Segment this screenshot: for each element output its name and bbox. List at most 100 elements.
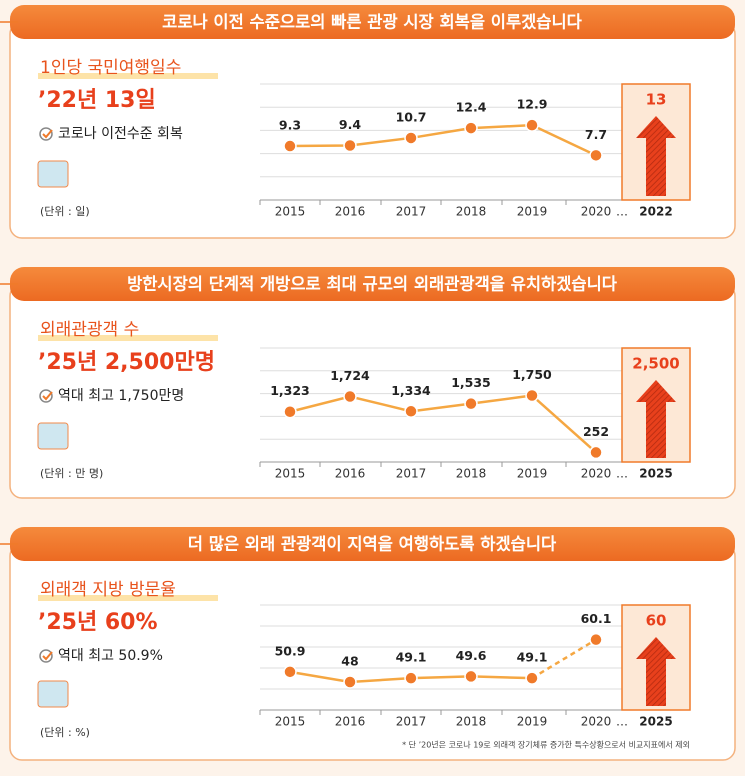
check-mark (42, 651, 53, 661)
gap-label: … (616, 205, 628, 219)
x-tick-label: 2019 (517, 205, 548, 219)
value-label: 9.3 (279, 118, 301, 133)
series-line (289, 123, 597, 157)
point (404, 671, 418, 685)
x-tick-label: 2016 (335, 715, 366, 729)
banner-title: 코로나 이전 수준으로의 빠른 관광 시장 회복을 이루겠습니다 (162, 13, 583, 32)
subtitle-highlight (38, 595, 218, 601)
point (525, 118, 539, 132)
value-label: 1,750 (512, 367, 552, 382)
note: 코로나 이전수준 회복 (58, 126, 183, 142)
value-label: 9.4 (339, 117, 361, 132)
x-tick-label: 2016 (335, 467, 366, 481)
unit-label: (단위 : 일) (40, 204, 90, 218)
icon (37, 680, 69, 708)
target-arrow (636, 637, 676, 706)
x-tick-label: 2018 (456, 205, 487, 219)
x-tick-label: 2018 (456, 715, 487, 729)
point (283, 139, 297, 153)
subtitle-highlight (38, 73, 218, 79)
subtitle: 1인당 국민여행일수 (40, 58, 181, 78)
banner (10, 267, 735, 301)
point (283, 404, 297, 419)
value-label: 12.9 (517, 97, 548, 112)
value-label: 12.4 (456, 100, 487, 115)
x-tick-label: 2016 (335, 205, 366, 219)
check-mark (42, 391, 53, 401)
value-label: 1,535 (451, 375, 491, 390)
point (404, 131, 418, 145)
banner (10, 527, 735, 561)
target-arrow (636, 380, 676, 458)
check-icon (39, 389, 53, 403)
series-line (531, 638, 597, 680)
check-mark (42, 129, 53, 139)
check-icon (39, 649, 53, 663)
x-tick-label: 2020 (581, 715, 612, 729)
x-tick-label: 2017 (396, 467, 427, 481)
value-label: 1,323 (270, 383, 310, 398)
point (464, 669, 478, 684)
headline: ’22년 13일 (38, 88, 156, 113)
value-label: 60.1 (581, 611, 612, 626)
point (343, 389, 357, 404)
point (343, 138, 357, 153)
point (464, 121, 478, 135)
x-tick-label: 2017 (396, 715, 427, 729)
x-tick-label: 2020 (581, 205, 612, 219)
point (589, 148, 603, 163)
check-icon (39, 127, 53, 141)
x-tick-label: 2019 (517, 467, 548, 481)
target-label: 2,500 (632, 355, 679, 373)
point (283, 665, 297, 679)
target-category: 2025 (639, 715, 672, 729)
note: 역대 최고 1,750만명 (58, 388, 184, 404)
point (464, 396, 478, 411)
headline: ’25년 2,500만명 (38, 350, 215, 375)
unit-label: (단위 : %) (40, 726, 90, 739)
banner-title: 더 많은 외래 관광객이 지역을 여행하도록 하겠습니다 (188, 534, 557, 554)
target-label: 60 (646, 612, 667, 630)
banner-title: 방한시장의 단계적 개방으로 최대 규모의 외래관광객을 유치하겠습니다 (127, 275, 618, 294)
target-category: 2025 (639, 467, 672, 481)
point (525, 671, 539, 685)
value-label: 1,334 (391, 383, 431, 398)
x-tick-label: 2015 (275, 205, 306, 219)
unit-label: (단위 : 만 명) (40, 467, 103, 480)
value-label: 252 (583, 424, 609, 439)
series-line (289, 394, 597, 454)
icon (37, 422, 69, 450)
value-label: 49.6 (456, 648, 487, 663)
value-label: 50.9 (275, 643, 306, 658)
value-label: 1,724 (330, 368, 370, 383)
point (404, 404, 418, 419)
value-label: 48 (341, 654, 358, 669)
x-tick-label: 2018 (456, 467, 487, 481)
x-tick-label: 2019 (517, 715, 548, 729)
target-label: 13 (646, 91, 667, 109)
icon (37, 160, 69, 188)
x-tick-label: 2020 (581, 467, 612, 481)
subtitle: 외래객 지방 방문율 (40, 580, 176, 600)
x-tick-label: 2015 (275, 715, 306, 729)
x-tick-label: 2017 (396, 205, 427, 219)
gap-label: … (616, 467, 628, 481)
headline: ’25년 60% (38, 610, 158, 635)
value-label: 49.1 (517, 650, 548, 665)
subtitle: 외래관광객 수 (40, 320, 139, 340)
footnote: * 단 ’20년은 코로나 19로 외래객 장기체류 증가한 특수상황으로서 비… (402, 740, 690, 750)
value-label: 10.7 (396, 109, 427, 124)
point (589, 632, 603, 647)
x-tick-label: 2015 (275, 467, 306, 481)
value-label: 7.7 (585, 127, 607, 142)
value-label: 49.1 (396, 650, 427, 665)
target-arrow (636, 116, 676, 196)
subtitle-highlight (38, 335, 218, 341)
target-category: 2022 (639, 205, 672, 219)
gap-label: … (616, 715, 628, 729)
point (589, 445, 603, 460)
note: 역대 최고 50.9% (58, 648, 163, 664)
point (525, 388, 539, 403)
banner (10, 5, 735, 39)
